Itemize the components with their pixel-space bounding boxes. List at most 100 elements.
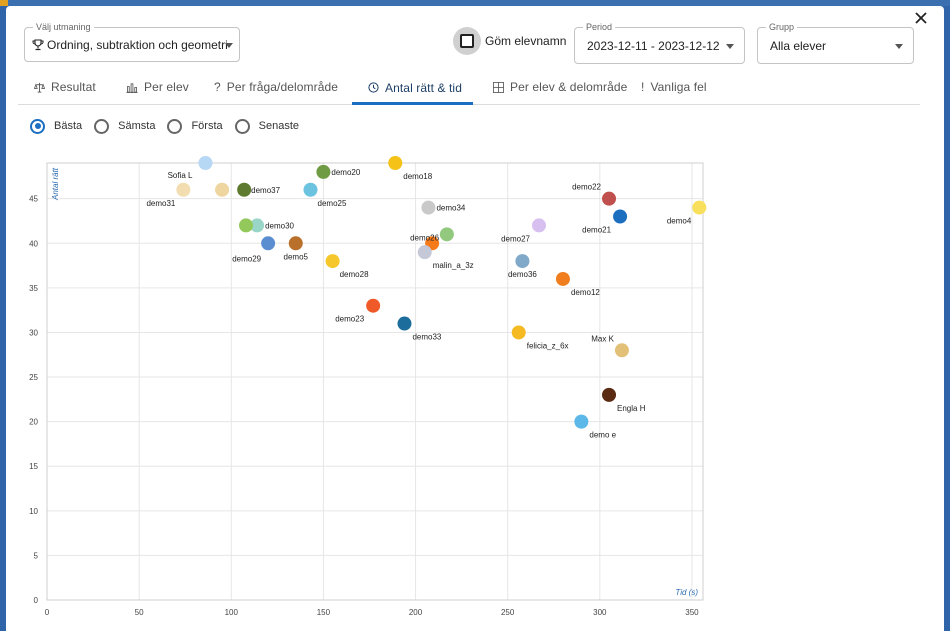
data-point[interactable] — [602, 191, 617, 206]
x-tick-label: 350 — [685, 608, 699, 617]
y-tick-label: 5 — [34, 551, 39, 560]
data-point[interactable] — [198, 156, 213, 170]
y-tick-label: 25 — [29, 373, 38, 382]
radio-forsta[interactable]: Första — [167, 118, 223, 134]
data-point[interactable] — [439, 227, 454, 242]
bar-chart-icon — [126, 82, 138, 93]
chevron-down-icon — [726, 44, 734, 49]
trophy-icon — [32, 39, 44, 51]
tab-antal-ratt-tid[interactable]: Antal rätt & tid — [352, 70, 473, 105]
data-point[interactable] — [303, 182, 318, 197]
challenge-select-label: Välj utmaning — [33, 21, 94, 33]
y-tick-label: 20 — [29, 418, 38, 427]
point-label: malin_a_3z — [433, 261, 474, 270]
plot-frame — [46, 162, 704, 601]
point-label: demo21 — [582, 226, 611, 235]
hide-names-toggle[interactable]: Göm elevnamn — [453, 26, 566, 56]
data-point[interactable] — [261, 236, 276, 251]
radio-basta-label: Bästa — [54, 120, 83, 132]
data-point[interactable] — [366, 298, 381, 313]
radio-basta[interactable]: Bästa — [30, 118, 83, 134]
point-label: demo25 — [318, 199, 347, 208]
view-tabs: Resultat Per elev ? Per fråga/delområde … — [18, 70, 920, 105]
point-label: demo33 — [412, 333, 441, 342]
radio-senaste-circle[interactable] — [234, 118, 250, 134]
chevron-down-icon — [225, 43, 233, 48]
data-point[interactable] — [532, 218, 546, 233]
x-axis-title: Tid (s) — [675, 588, 698, 597]
radio-basta-circle[interactable] — [30, 118, 45, 134]
challenge-select[interactable]: Välj utmaning Ordning, subtraktion och g… — [24, 21, 240, 62]
chart-axes: 0 50 100 150 200 250 300 350 0 5 10 15 20 25 30 35 40 45 — [29, 162, 704, 617]
x-tick-label: 100 — [225, 608, 239, 617]
radio-samsta-label: Sämsta — [118, 120, 156, 132]
x-tick-label: 50 — [135, 608, 144, 617]
exclamation-icon: ! — [641, 80, 645, 94]
y-tick-label: 30 — [29, 328, 38, 337]
data-point[interactable] — [614, 343, 629, 358]
challenge-select-value: Ordning, subtraktion och geometri — [47, 38, 228, 52]
hide-names-checkbox[interactable] — [460, 34, 474, 48]
point-label: demo37 — [251, 186, 280, 195]
data-point[interactable] — [417, 245, 432, 260]
tab-per-elev-delomrade-label: Per elev & delområde — [510, 80, 628, 94]
y-tick-label: 10 — [29, 507, 38, 516]
data-point[interactable] — [388, 156, 403, 170]
y-tick-label: 15 — [29, 462, 38, 471]
tab-per-elev-delomrade[interactable]: Per elev & delområde — [473, 70, 628, 104]
data-point[interactable] — [613, 209, 628, 224]
radio-forsta-circle[interactable] — [167, 118, 183, 134]
tab-per-fraga[interactable]: ? Per fråga/delområde — [198, 70, 352, 104]
group-select-value: Alla elever — [770, 39, 827, 53]
data-point[interactable] — [515, 254, 530, 269]
data-point[interactable] — [239, 218, 254, 233]
point-label: demo30 — [265, 221, 294, 230]
data-point[interactable] — [250, 218, 265, 233]
data-point[interactable] — [288, 236, 303, 251]
x-tick-label: 300 — [593, 608, 607, 617]
data-point[interactable] — [511, 325, 526, 340]
y-tick-label: 45 — [29, 195, 38, 204]
data-point[interactable] — [215, 182, 230, 197]
data-point[interactable] — [574, 414, 589, 429]
data-point[interactable] — [555, 271, 570, 286]
data-point[interactable] — [421, 200, 436, 215]
results-dialog — [6, 6, 944, 631]
period-select[interactable]: Period 2023-12-11 - 2023-12-12 — [574, 21, 745, 64]
period-select-label: Period — [583, 21, 616, 33]
radio-samsta[interactable]: Sämsta — [94, 118, 156, 134]
point-label: demo4 — [667, 217, 692, 226]
data-point[interactable] — [176, 182, 191, 197]
point-label: Max K — [591, 334, 614, 343]
data-point[interactable] — [692, 200, 707, 215]
radio-senaste[interactable]: Senaste — [234, 118, 299, 134]
point-label: Sofia L — [168, 171, 193, 180]
data-point[interactable] — [325, 254, 340, 269]
tab-resultat-label: Resultat — [51, 80, 96, 94]
data-point[interactable] — [397, 316, 412, 331]
hide-names-label: Göm elevnamn — [485, 34, 567, 48]
radio-samsta-circle[interactable] — [94, 118, 110, 134]
y-axis-title: Antal rätt — [51, 167, 60, 201]
grid-icon — [493, 81, 504, 93]
backdrop-accent — [0, 0, 8, 6]
tab-vanliga-fel[interactable]: ! Vanliga fel — [625, 70, 725, 104]
group-select[interactable]: Grupp Alla elever — [757, 21, 914, 64]
y-tick-label: 40 — [29, 239, 38, 248]
point-label: demo36 — [508, 270, 537, 279]
data-point[interactable] — [602, 387, 617, 402]
chevron-down-icon — [895, 44, 903, 49]
checkbox-halo — [453, 27, 481, 55]
data-point[interactable] — [237, 182, 252, 197]
point-label: demo34 — [436, 204, 465, 213]
y-tick-label: 0 — [34, 596, 39, 605]
close-icon[interactable] — [912, 9, 930, 27]
point-label: demo29 — [232, 254, 261, 263]
point-label: demo23 — [335, 315, 364, 324]
x-tick-label: 150 — [317, 608, 331, 617]
tab-resultat[interactable]: Resultat — [18, 70, 110, 104]
data-point[interactable] — [316, 164, 331, 179]
radio-forsta-label: Första — [191, 120, 223, 132]
tab-per-elev[interactable]: Per elev — [110, 70, 198, 104]
